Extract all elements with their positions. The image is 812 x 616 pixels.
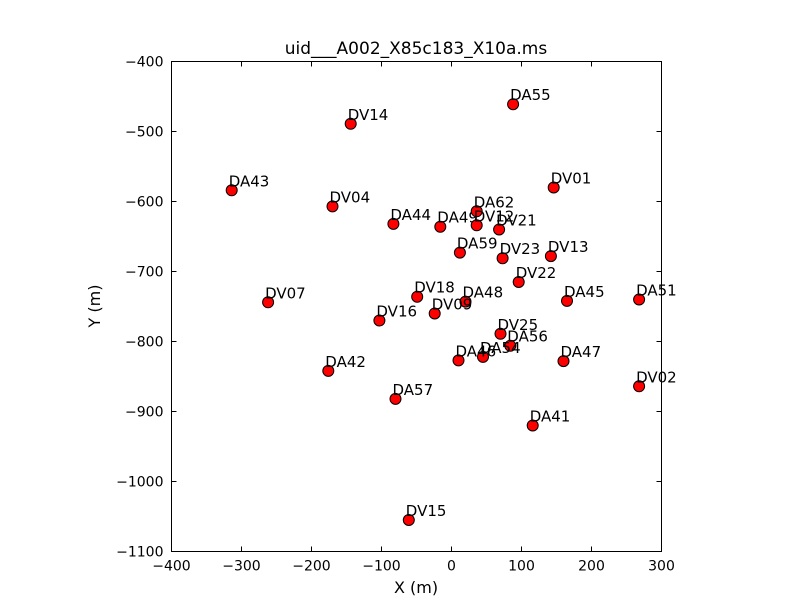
antenna-label: DV14 (348, 106, 389, 124)
antenna-marker (633, 380, 646, 393)
antenna-label: DA41 (530, 408, 571, 426)
antenna-marker (452, 354, 465, 367)
antenna-label: DV07 (265, 284, 306, 302)
y-tick-label: −800 (125, 335, 163, 351)
y-tick-label: −500 (125, 125, 163, 141)
antenna-marker (512, 276, 525, 288)
antenna-label: DA56 (507, 328, 548, 346)
y-axis-label: Y (m) (85, 285, 104, 329)
antenna-label: DA48 (463, 284, 504, 302)
antenna-label: DA45 (564, 283, 605, 301)
antenna-label: DA42 (325, 353, 366, 371)
antenna-label: DV02 (636, 368, 677, 386)
antenna-marker (561, 294, 573, 307)
antenna-label: DA54 (480, 339, 521, 357)
x-tick-label: 200 (578, 559, 605, 575)
y-tick-label: −900 (125, 405, 163, 421)
antenna-marker (493, 223, 506, 236)
antenna-label: DA49 (437, 209, 478, 227)
antenna-marker (459, 295, 472, 308)
antenna-label: DA55 (510, 86, 551, 104)
antenna-label: DV16 (376, 303, 417, 321)
y-tick-label: −400 (125, 55, 163, 71)
antenna-marker (387, 217, 400, 230)
antenna-label: DA46 (456, 342, 497, 360)
antenna-label: DV25 (498, 316, 539, 334)
x-axis-label: X (m) (394, 578, 438, 597)
antenna-label: DV12 (474, 207, 515, 225)
antenna-label: DV18 (414, 279, 455, 297)
x-tick-label: −100 (362, 559, 400, 575)
antenna-marker (402, 514, 415, 526)
antenna-label: DA62 (474, 193, 515, 211)
axis-ticks: −400 −300 −200 −100 0 100 200 300−1100−1000−900… (116, 55, 675, 575)
antenna-label: DA43 (229, 172, 270, 190)
antenna-marker (494, 327, 507, 340)
antenna-marker (544, 250, 557, 263)
antenna-label: DA47 (561, 343, 602, 361)
x-tick-label: −400 (152, 559, 190, 575)
antenna-marker (526, 419, 539, 432)
antenna-marker (477, 350, 489, 363)
antenna-marker (411, 290, 424, 303)
antenna-label: DV22 (516, 264, 557, 282)
x-tick-label: 0 (447, 559, 456, 575)
antenna-label: DV23 (500, 240, 541, 258)
antenna-marker (470, 205, 483, 218)
antenna-marker (434, 220, 447, 233)
antenna-marker (470, 219, 483, 232)
antenna-label: DV21 (496, 212, 537, 230)
y-tick-label: −600 (125, 195, 163, 211)
antenna-label: DV04 (330, 188, 371, 206)
antenna-label: DA59 (457, 235, 498, 253)
plot-frame (171, 61, 662, 552)
plot-area: DV14 DA55 DA43 DV04 DV01 DA44 DA49DA62DV12DV21… (225, 86, 677, 526)
x-tick-label: 300 (648, 559, 675, 575)
antenna-label: DV15 (406, 502, 447, 520)
antenna-label: DA44 (390, 206, 431, 224)
chart-title: uid___A002_X85c183_X10a.ms (285, 39, 548, 59)
antenna-label: DA51 (636, 282, 677, 300)
antenna-label: DV01 (551, 170, 592, 188)
y-tick-label: −1100 (116, 545, 163, 561)
antenna-marker (453, 246, 466, 259)
x-tick-label: 100 (508, 559, 535, 575)
antenna-marker (326, 200, 339, 213)
antenna-marker (496, 252, 509, 265)
antenna-marker (504, 339, 517, 352)
x-tick-label: −200 (292, 559, 330, 575)
x-tick-label: −300 (222, 559, 260, 575)
antenna-marker (557, 355, 570, 368)
antenna-marker (225, 184, 238, 197)
antenna-label: DV13 (548, 238, 589, 256)
antenna-marker (322, 364, 335, 377)
antenna-marker (262, 296, 275, 309)
antenna-marker (389, 392, 402, 405)
y-tick-label: −1000 (116, 475, 163, 491)
antenna-label: DV09 (432, 296, 473, 314)
antenna-marker (547, 181, 560, 194)
antenna-marker (373, 314, 386, 327)
antenna-label: DA57 (393, 381, 434, 399)
antenna-marker (507, 98, 520, 111)
antenna-marker (633, 293, 646, 306)
antenna-marker (428, 307, 441, 320)
y-tick-label: −700 (125, 265, 163, 281)
antenna-marker (344, 117, 357, 130)
